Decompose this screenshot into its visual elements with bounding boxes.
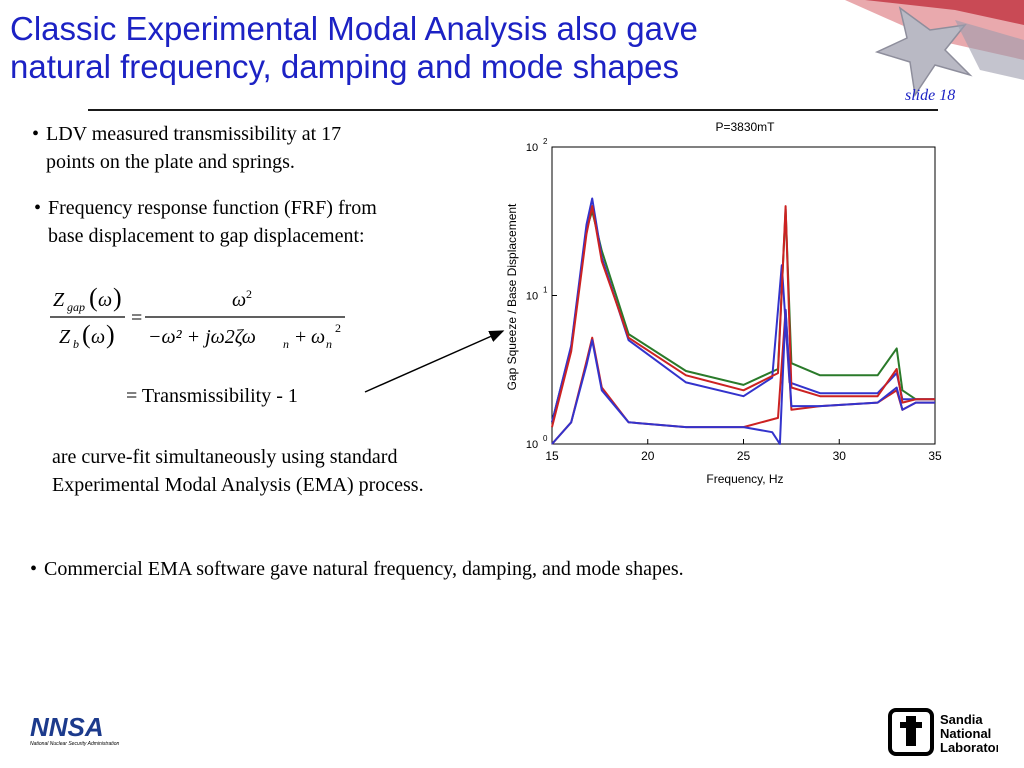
bullet-ema: • Commercial EMA software gave natural f… [30, 555, 684, 583]
y-tick-exponent: 0 [543, 434, 548, 443]
flag-star-decoration [845, 0, 1024, 98]
eq-equals: = [131, 307, 142, 329]
title-divider [88, 109, 938, 111]
bullet-ldv: • LDV measured transmissibility at 17 po… [32, 120, 342, 176]
svg-text:n: n [283, 337, 289, 351]
y-tick-exponent: 2 [543, 137, 548, 146]
curve-fit-line2: Experimental Modal Analysis (EMA) proces… [52, 474, 424, 496]
bullet-dot: • [34, 197, 42, 219]
frf-equation: Z gap ( ω ) Z b ( ω ) = ω 2 −ω² + jω2ζω … [50, 283, 345, 351]
svg-text:+: + [295, 326, 306, 348]
eq-num-sub: gap [67, 300, 85, 314]
eq-rhs-den: −ω² + jω2ζω [148, 326, 256, 348]
eq-den-sub: b [73, 337, 79, 351]
slide-number: slide 18 [905, 87, 956, 104]
x-tick-label: 20 [641, 449, 655, 463]
title-line-2: natural frequency, damping and mode shap… [10, 48, 679, 85]
series-line-2 [551, 205, 935, 428]
sandia-logo: Sandia National Laboratories [888, 708, 998, 756]
eq-rhs-num: ω [232, 289, 246, 311]
bullet-ldv-line2: points on the plate and springs. [46, 151, 295, 173]
nnsa-logo: NNSA National Nuclear Security Administr… [30, 712, 120, 747]
bullet-frf: • Frequency response function (FRF) from… [34, 194, 377, 250]
x-tick-label: 25 [737, 449, 751, 463]
bullet-ema-line1: Commercial EMA software gave natural fre… [44, 558, 684, 580]
bullet-frf-line2: base displacement to gap displacement: [48, 225, 365, 247]
svg-text:): ) [106, 320, 115, 349]
frf-chart: P=3830mT Frequency, Hz Gap Squeeze / Bas… [505, 120, 942, 486]
chart-ylabel: Gap Squeeze / Base Displacement [505, 203, 519, 390]
x-tick-label: 15 [545, 449, 559, 463]
svg-text:): ) [113, 283, 122, 312]
chart-xlabel: Frequency, Hz [706, 472, 783, 486]
slide-title: Classic Experimental Modal Analysis also… [10, 10, 870, 86]
bullet-ldv-line1: LDV measured transmissibility at 17 [46, 123, 342, 145]
sandia-line2: National [940, 726, 991, 741]
nnsa-logo-text: NNSA [30, 712, 104, 742]
svg-text:ω: ω [311, 326, 325, 348]
curve-fit-line1: are curve-fit simultaneously using stand… [52, 446, 398, 468]
curve-fit-paragraph: are curve-fit simultaneously using stand… [52, 443, 424, 499]
x-tick-label: 35 [928, 449, 942, 463]
svg-text:(: ( [82, 320, 91, 349]
svg-text:2: 2 [246, 287, 252, 301]
y-tick-exponent: 1 [543, 286, 548, 295]
svg-text:2: 2 [335, 321, 341, 335]
transmissibility-line: = Transmissibility - 1 [126, 385, 298, 407]
series-line-1 [551, 197, 935, 423]
bullet-dot: • [30, 558, 38, 580]
sandia-line1: Sandia [940, 712, 983, 727]
eq-den-z: Z [59, 326, 71, 348]
y-tick-label: 10 [526, 439, 538, 451]
svg-text:n: n [326, 337, 332, 351]
eq-num-z: Z [53, 289, 65, 311]
x-tick-label: 30 [833, 449, 847, 463]
title-line-1: Classic Experimental Modal Analysis also… [10, 10, 698, 47]
y-tick-label: 10 [526, 142, 538, 154]
series-line-4 [551, 308, 935, 445]
eq-num-omega: ω [98, 289, 112, 311]
eq-den-omega: ω [91, 326, 105, 348]
sandia-line3: Laboratories [940, 740, 998, 755]
y-tick-label: 10 [526, 291, 538, 303]
bullet-dot: • [32, 123, 40, 145]
bullet-frf-line1: Frequency response function (FRF) from [48, 197, 377, 219]
svg-text:(: ( [89, 283, 98, 312]
series-line-3 [551, 308, 935, 445]
nnsa-caption: National Nuclear Security Administration [30, 741, 120, 747]
chart-title: P=3830mT [715, 120, 775, 134]
